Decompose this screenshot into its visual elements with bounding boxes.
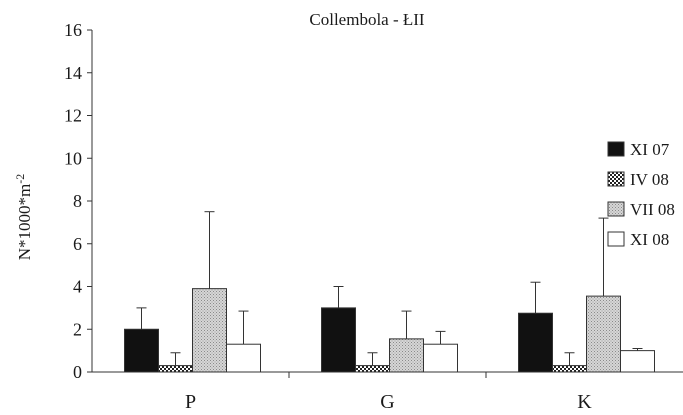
- bar: [158, 365, 193, 373]
- bar: [586, 295, 621, 373]
- y-axis-label-main: N*1000*m: [15, 184, 34, 261]
- legend-swatch: [607, 141, 625, 157]
- legend-swatch: [607, 231, 625, 247]
- bar: [423, 343, 458, 373]
- legend-label: XI 08: [630, 230, 669, 249]
- bar: [226, 343, 261, 373]
- y-tick-label: 2: [73, 319, 82, 339]
- x-category-label: P: [185, 391, 196, 413]
- legend-swatch: [607, 171, 625, 187]
- bar: [192, 288, 227, 373]
- y-tick-label: 8: [73, 191, 82, 211]
- y-tick-label: 10: [64, 148, 82, 168]
- x-category-label: G: [380, 391, 394, 413]
- chart-title: Collembola - ŁII: [309, 10, 425, 29]
- bar: [620, 350, 655, 373]
- bar: [389, 338, 424, 373]
- y-axis-label-exponent: -2: [13, 174, 27, 184]
- legend: XI 07 IV 08 VII 08 XI 08: [607, 140, 675, 249]
- y-tick-label: 6: [73, 234, 82, 254]
- legend-label: XI 07: [630, 140, 670, 159]
- y-tick-label: 14: [64, 63, 82, 83]
- y-tick-label: 12: [64, 106, 82, 126]
- x-category-label: K: [577, 391, 592, 413]
- y-axis-label: N*1000*m-2: [13, 174, 34, 261]
- y-tick-label: 16: [64, 20, 82, 40]
- legend-label: IV 08: [630, 170, 669, 189]
- legend-label: VII 08: [630, 200, 675, 219]
- bar: [518, 312, 553, 373]
- y-tick-label: 4: [73, 277, 82, 297]
- legend-swatch: [607, 201, 625, 217]
- bars: [124, 211, 655, 373]
- axes: 0 2 4 6 8 10 12 14 16 P G K: [64, 20, 683, 413]
- bar: [321, 307, 356, 373]
- bar: [355, 365, 390, 373]
- bar: [124, 328, 159, 373]
- y-tick-label: 0: [73, 362, 82, 382]
- bar: [552, 365, 587, 373]
